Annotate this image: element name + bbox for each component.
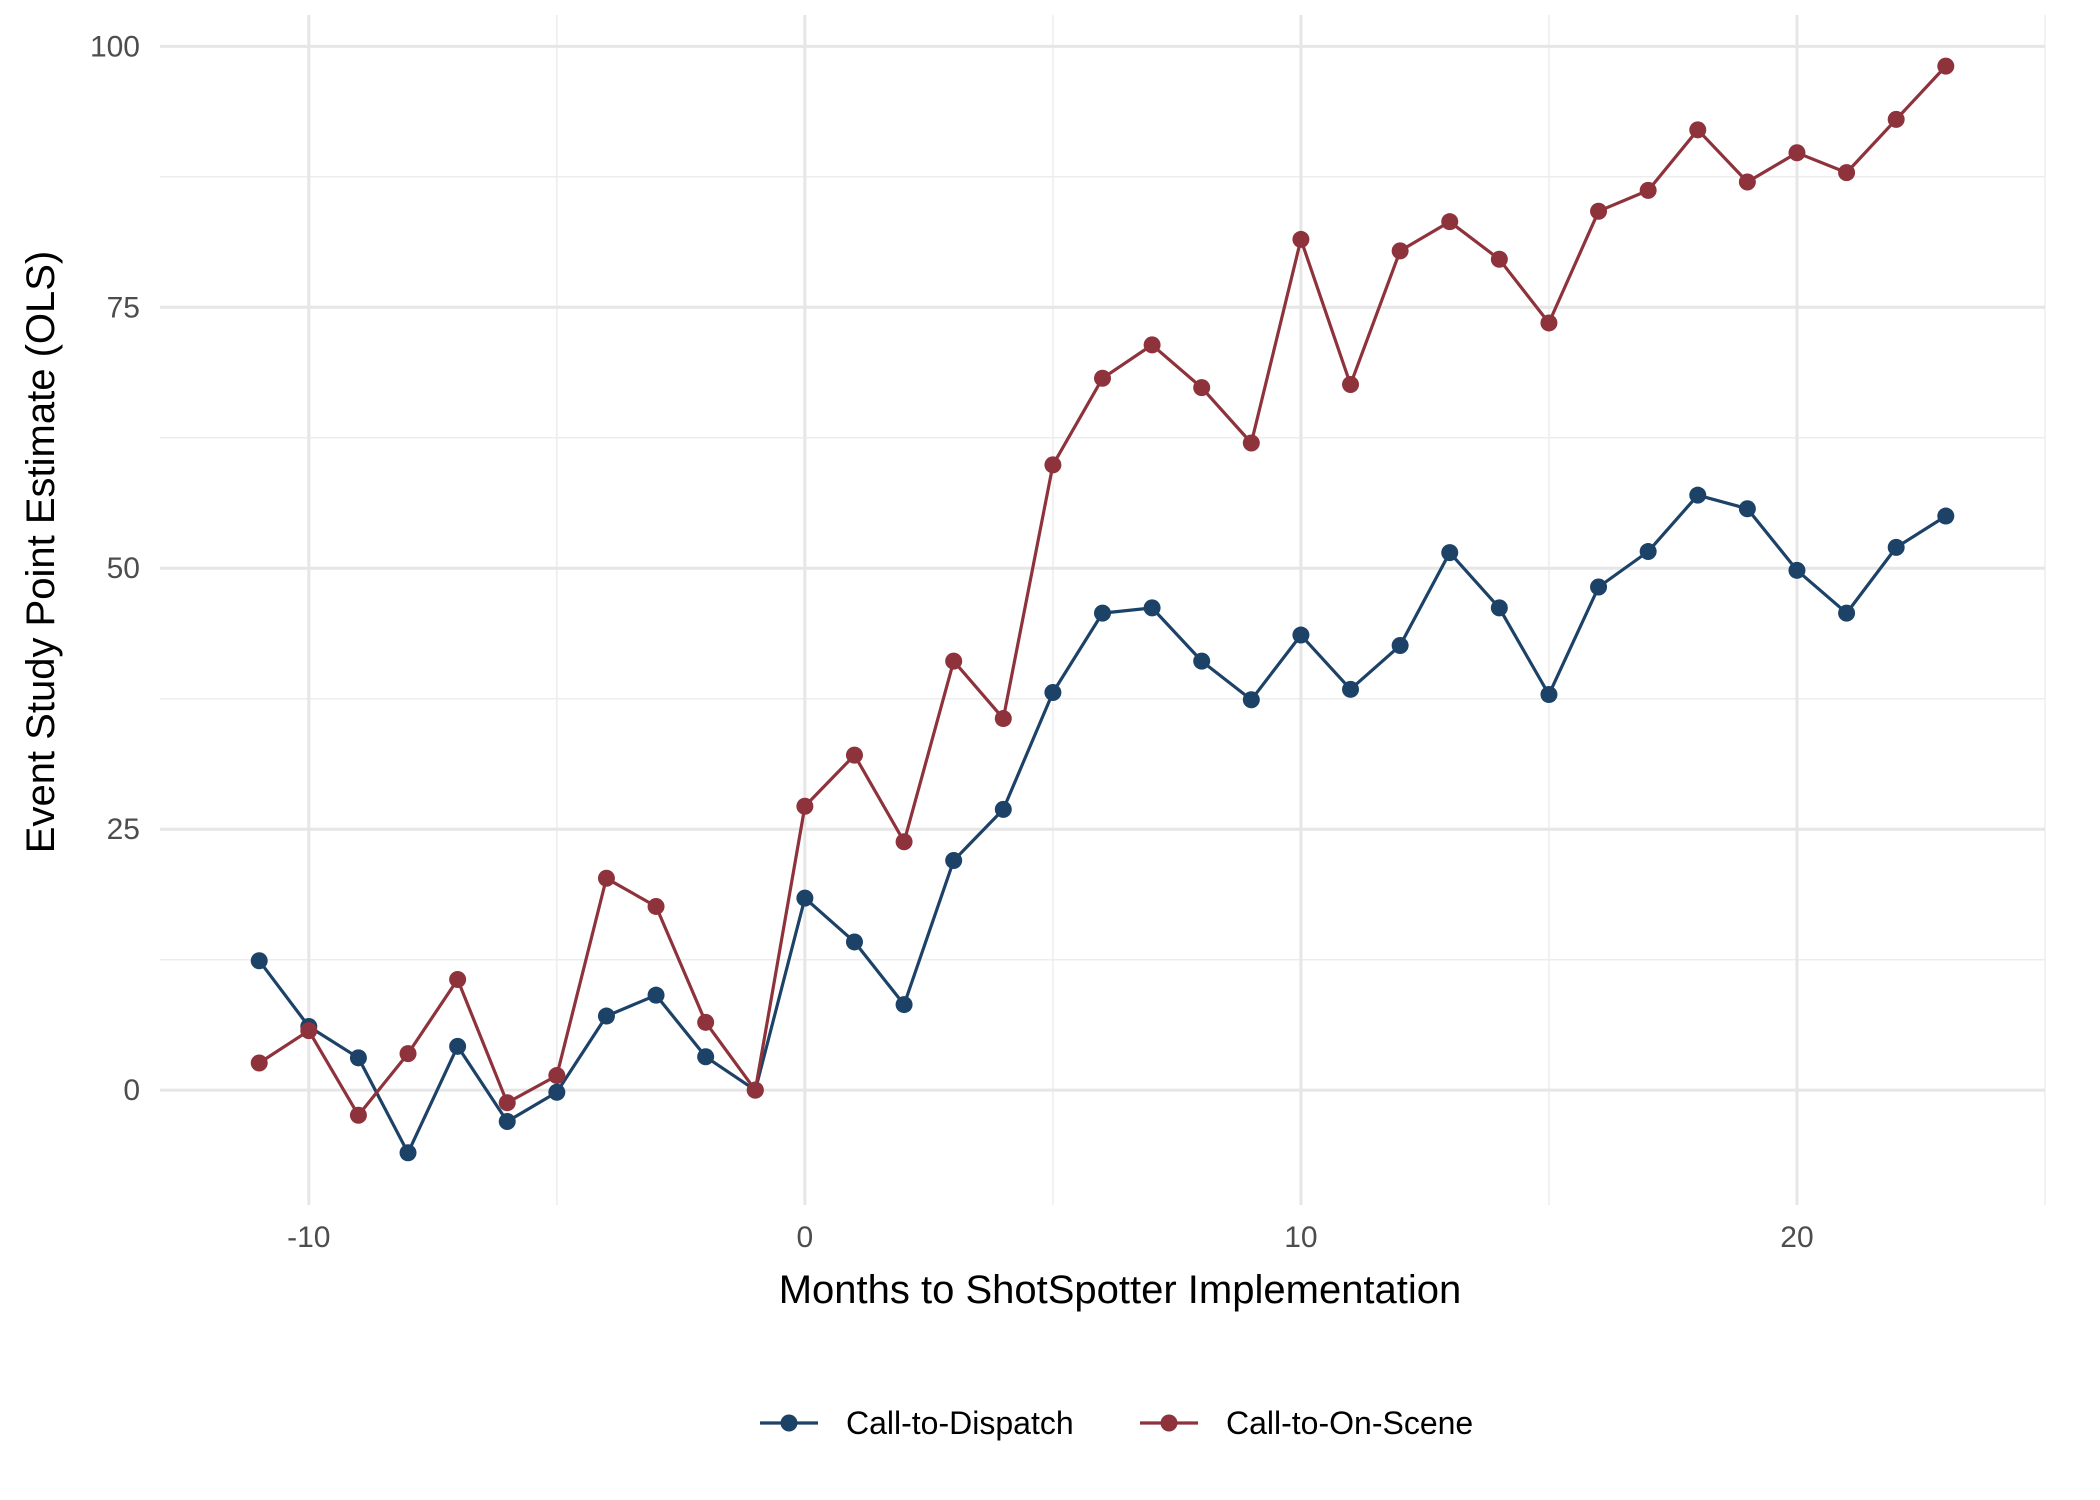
series-0-point <box>1540 686 1558 704</box>
series-0 <box>250 486 1955 1162</box>
series-0-point <box>1490 599 1508 617</box>
x-tick-label: 0 <box>797 1221 814 1254</box>
series-0-point <box>1441 544 1459 562</box>
series-0-point <box>250 952 268 970</box>
series-1-point <box>1242 434 1260 452</box>
series-1-point <box>895 833 913 851</box>
series-0-point <box>1937 507 1955 525</box>
series-0-point <box>399 1144 417 1162</box>
series-1-point <box>796 797 814 815</box>
series-0-point <box>845 933 863 951</box>
series-1-point <box>1193 379 1211 397</box>
x-tick-label: 20 <box>1780 1221 1813 1254</box>
series-1-point <box>1639 181 1657 199</box>
y-tick-label: 100 <box>90 30 140 63</box>
series-0-point <box>1391 636 1409 654</box>
series-1-point <box>399 1045 417 1063</box>
series-1-point <box>1044 456 1062 474</box>
legend-point-key <box>1160 1414 1178 1432</box>
series-1 <box>250 57 1955 1124</box>
y-axis-title: Event Study Point Estimate (OLS) <box>19 251 63 853</box>
series-0-point <box>449 1037 467 1055</box>
series-0-point <box>945 852 963 870</box>
legend-label: Call-to-On-Scene <box>1226 1405 1473 1441</box>
series-0-point <box>1143 599 1161 617</box>
series-0-point <box>597 1007 615 1025</box>
y-tick-label: 25 <box>107 813 140 846</box>
x-tick-label: -10 <box>287 1221 330 1254</box>
series-line-0 <box>257 493 1947 1155</box>
series-0-point <box>1738 500 1756 518</box>
series-1-point <box>845 746 863 764</box>
legend-item-0: Call-to-Dispatch <box>760 1405 1074 1441</box>
series-0-point <box>1193 652 1211 670</box>
series-1-point <box>1788 144 1806 162</box>
series-1-point <box>597 869 615 887</box>
series-1-point <box>945 652 963 670</box>
series-1-point <box>1342 376 1360 394</box>
series-1-point <box>250 1054 268 1072</box>
series-0-point <box>796 889 814 907</box>
series-0-point <box>1292 626 1310 644</box>
series-1-point <box>1838 164 1856 182</box>
series-1-point <box>1738 173 1756 191</box>
series-layer <box>250 57 1955 1162</box>
series-0-point <box>1094 604 1111 622</box>
series-0-point <box>349 1049 367 1067</box>
series-1-point <box>994 710 1012 728</box>
series-0-point <box>1639 543 1657 561</box>
series-1-point <box>1490 250 1508 268</box>
series-1-point <box>349 1106 367 1124</box>
y-tick-label: 50 <box>107 552 140 585</box>
x-tick-label: 10 <box>1284 1221 1317 1254</box>
series-1-point <box>1590 202 1608 220</box>
series-0-point <box>895 996 913 1014</box>
series-0-point <box>1590 578 1608 596</box>
series-1-point <box>548 1067 566 1085</box>
series-1-point <box>300 1022 318 1040</box>
series-1-point <box>1937 57 1955 75</box>
series-1-point <box>746 1081 764 1099</box>
series-1-point <box>1292 230 1310 248</box>
series-0-point <box>548 1083 566 1101</box>
series-1-point <box>1441 213 1459 231</box>
series-0-point <box>1342 680 1360 698</box>
legend-item-1: Call-to-On-Scene <box>1140 1405 1473 1441</box>
series-1-point <box>1540 314 1558 332</box>
y-tick-label: 0 <box>123 1074 140 1107</box>
series-1-point <box>1143 336 1161 354</box>
series-0-point <box>1242 691 1260 709</box>
series-0-point <box>697 1048 715 1066</box>
series-0-point <box>1788 561 1806 579</box>
series-1-point <box>697 1013 715 1031</box>
series-0-point <box>647 986 665 1004</box>
series-0-point <box>498 1112 516 1130</box>
series-1-point <box>498 1094 516 1112</box>
series-1-point <box>1689 121 1707 139</box>
series-0-point <box>1689 486 1707 504</box>
series-line-1 <box>258 65 1947 1117</box>
legend: Call-to-Dispatch Call-to-On-Scene <box>760 1405 1473 1441</box>
minor-gridlines <box>160 15 2046 1205</box>
major-gridlines <box>160 15 2045 1205</box>
series-0-point <box>1044 683 1062 701</box>
legend-point-key <box>780 1414 798 1432</box>
series-1-point <box>1094 369 1111 387</box>
series-1-point <box>1391 242 1409 260</box>
series-1-point <box>449 971 467 989</box>
y-tick-label: 75 <box>107 291 140 324</box>
y-axis-ticks: 0 25 50 75 100 <box>90 30 140 1107</box>
series-1-point <box>647 897 665 915</box>
series-0-point <box>1887 538 1905 556</box>
series-0-point <box>1838 604 1856 622</box>
series-1-point <box>1887 110 1905 128</box>
x-axis-title: Months to ShotSpotter Implementation <box>779 1268 1462 1312</box>
series-0-point <box>994 800 1012 818</box>
x-axis-ticks: -10 0 10 20 <box>287 1221 1814 1254</box>
legend-label: Call-to-Dispatch <box>846 1405 1074 1441</box>
